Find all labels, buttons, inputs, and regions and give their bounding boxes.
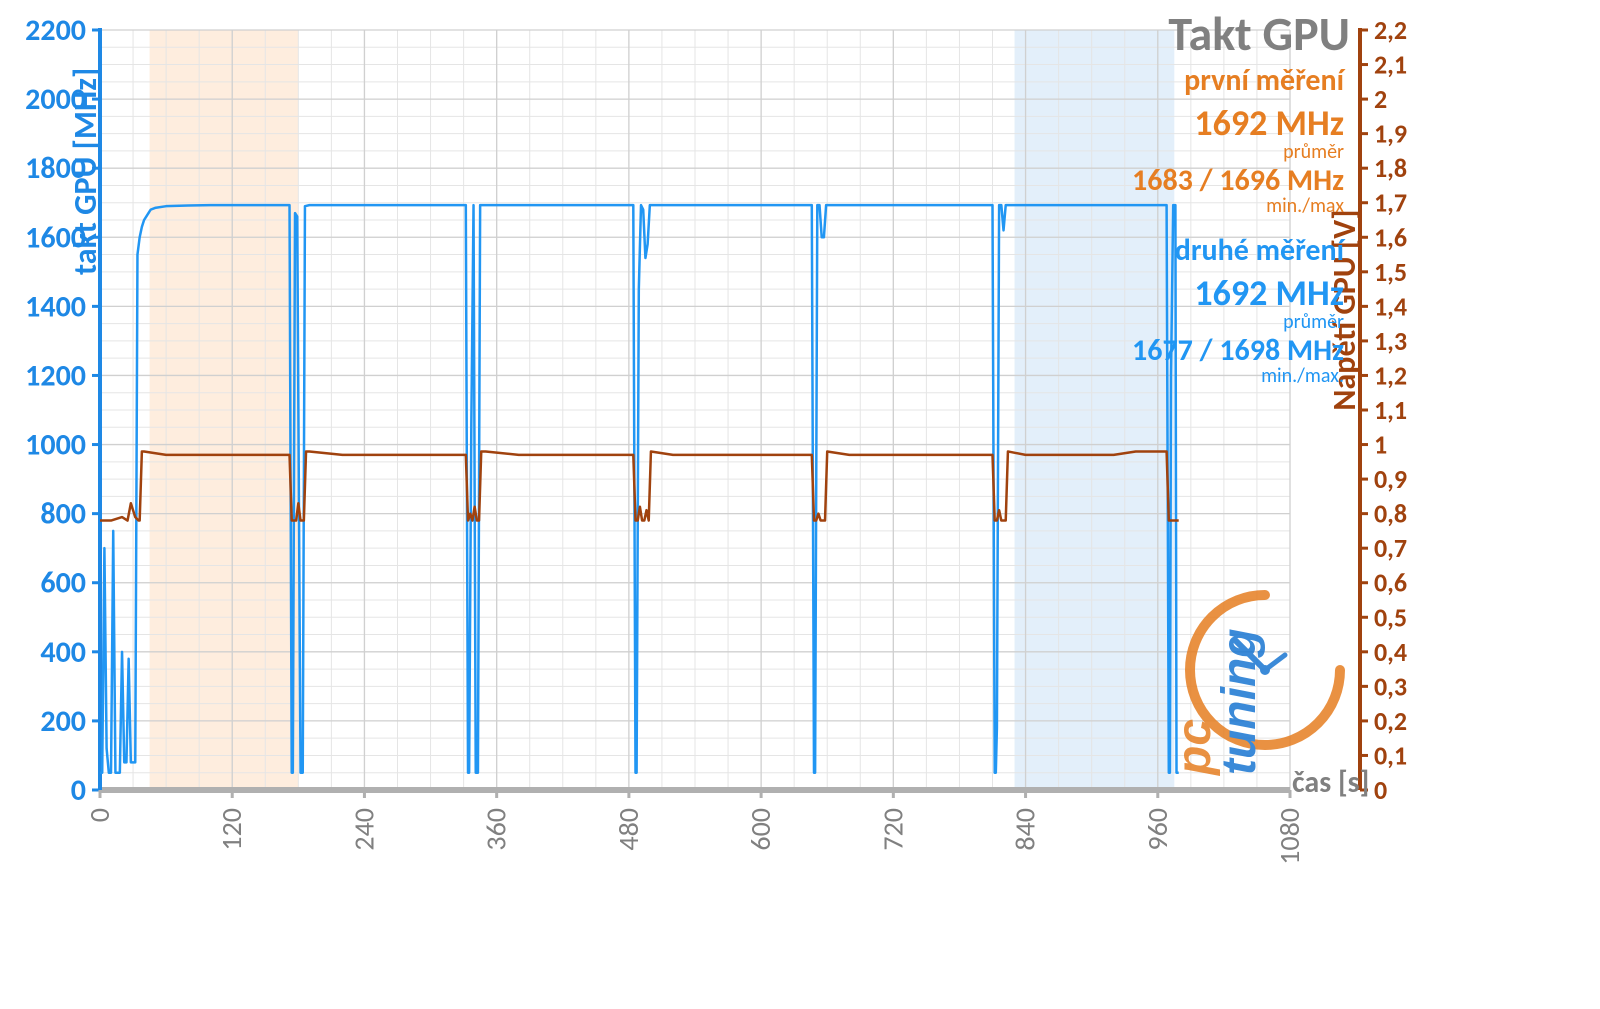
- y1-tick-label: 1000: [25, 427, 86, 464]
- y2-tick-label: 1,2: [1374, 359, 1407, 391]
- y2-tick-label: 1: [1374, 429, 1387, 461]
- x-tick-label: 960: [1140, 808, 1175, 851]
- y2-tick-label: 1,6: [1374, 221, 1407, 253]
- gpu-clock-chart: pctuning02004006008001000120014001600180…: [0, 0, 1600, 1009]
- y1-tick-label: 1400: [25, 288, 86, 325]
- y2-tick-label: 1,8: [1374, 152, 1407, 184]
- y2-tick-label: 0,9: [1374, 463, 1407, 495]
- watermark-logo: pctuning: [1168, 595, 1340, 777]
- anno-second-avg-label: průměr: [1283, 310, 1344, 334]
- y2-tick-label: 1,7: [1374, 187, 1407, 219]
- y2-tick-label: 1,4: [1374, 290, 1407, 322]
- y2-tick-label: 0,3: [1374, 670, 1407, 702]
- y1-tick-label: 600: [40, 565, 86, 602]
- anno-second-heading: druhé měření: [1175, 232, 1346, 269]
- y2-tick-label: 0,8: [1374, 498, 1407, 530]
- y1-tick-label: 2200: [25, 12, 86, 49]
- y2-tick-label: 0,7: [1374, 532, 1407, 564]
- y1-tick-label: 400: [40, 634, 86, 671]
- y2-tick-label: 0,5: [1374, 601, 1407, 633]
- y2-tick-label: 0,2: [1374, 705, 1407, 737]
- x-tick-label: 480: [611, 808, 646, 851]
- anno-first-heading: první měření: [1184, 62, 1346, 99]
- x-tick-label: 240: [346, 808, 381, 851]
- y2-tick-label: 0,1: [1374, 739, 1407, 771]
- y2-tick-label: 0,4: [1374, 636, 1407, 668]
- anno-first-avg: 1692 MHz: [1194, 101, 1344, 145]
- anno-second-avg: 1692 MHz: [1194, 271, 1344, 315]
- y2-tick-label: 1,5: [1374, 256, 1407, 288]
- y2-tick-label: 0,6: [1374, 567, 1407, 599]
- y1-tick-label: 0: [71, 772, 86, 809]
- x-tick-label: 1080: [1272, 808, 1307, 865]
- y2-tick-label: 1,1: [1374, 394, 1407, 426]
- chart-svg: pctuning02004006008001000120014001600180…: [0, 0, 1600, 1009]
- y2-tick-label: 2: [1374, 83, 1387, 115]
- svg-text:tuning: tuning: [1213, 628, 1266, 775]
- chart-title: Takt GPU: [1168, 4, 1350, 63]
- y1-tick-label: 1200: [25, 357, 86, 394]
- x-tick-label: 720: [875, 808, 910, 851]
- x-tick-label: 600: [743, 808, 778, 851]
- y1-axis-label: takt GPU [MHz]: [66, 68, 105, 275]
- x-tick-label: 120: [214, 808, 249, 851]
- anno-first-avg-label: průměr: [1283, 140, 1344, 164]
- x-tick-label: 360: [479, 808, 514, 851]
- y1-tick-label: 800: [40, 496, 86, 533]
- y2-tick-label: 1,9: [1374, 118, 1407, 150]
- y2-tick-label: 0: [1374, 774, 1387, 806]
- y2-tick-label: 1,3: [1374, 325, 1407, 357]
- y1-tick-label: 200: [40, 703, 86, 740]
- x-tick-label: 0: [82, 808, 117, 822]
- y2-tick-label: 2,1: [1374, 49, 1407, 81]
- x-axis-label: čas [s]: [1292, 764, 1369, 801]
- anno-first-minmax-label: min./max: [1266, 194, 1344, 218]
- y2-tick-label: 2,2: [1374, 14, 1407, 46]
- anno-second-minmax-label: min./max.: [1261, 364, 1344, 388]
- x-tick-label: 840: [1008, 808, 1043, 851]
